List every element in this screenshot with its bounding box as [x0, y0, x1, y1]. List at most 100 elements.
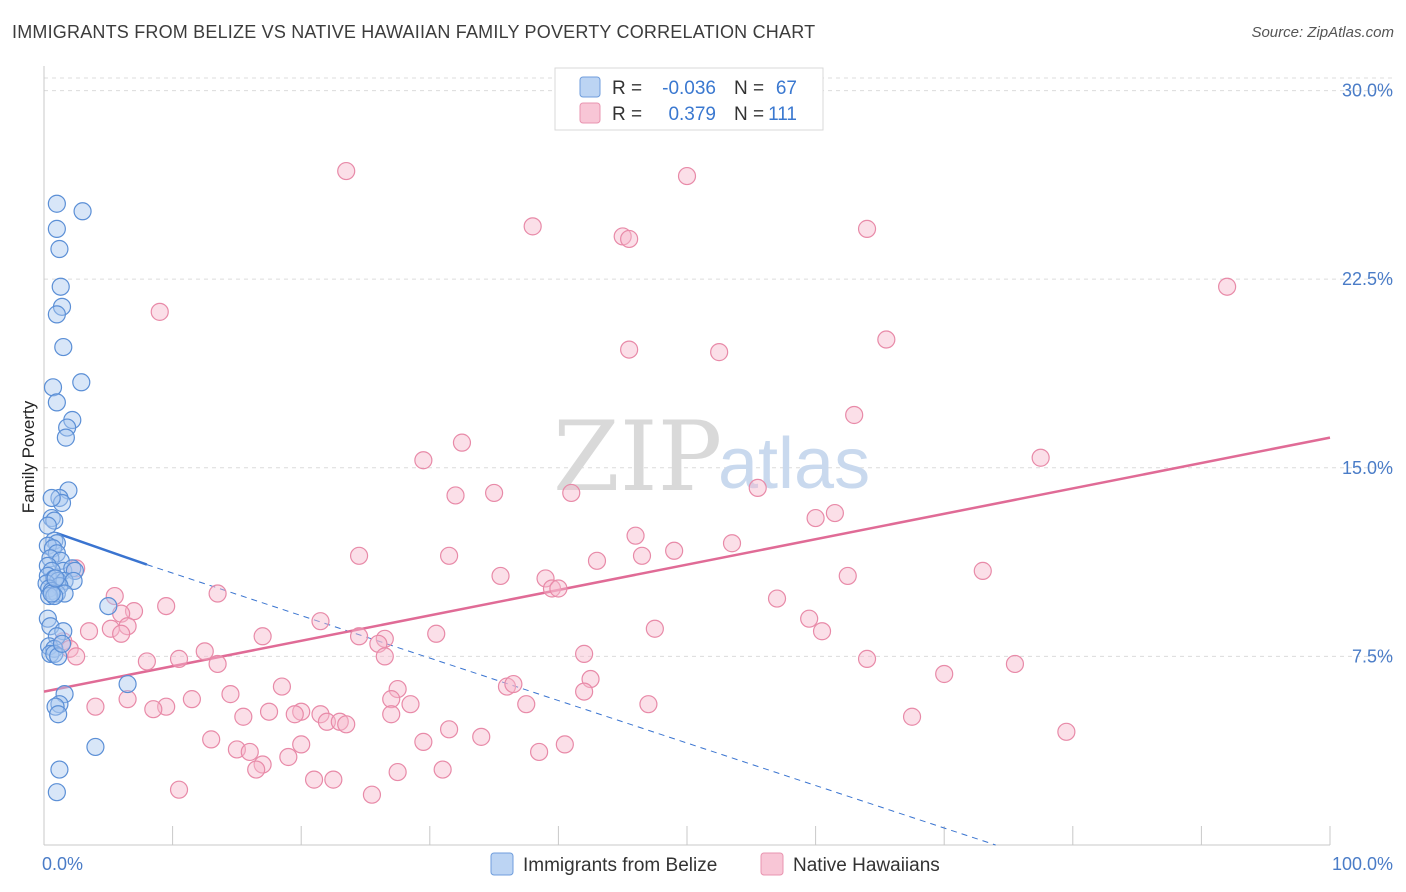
hawaiians-point-106: [388, 762, 407, 782]
hawaiians-point-101: [530, 742, 549, 762]
belize-point-10: [47, 393, 66, 412]
belize-point-66: [46, 569, 65, 588]
x-tick-label-1: 100.0%: [1332, 854, 1393, 874]
hawaiians-point-8: [877, 330, 896, 349]
belize-point-61: [86, 737, 105, 757]
hawaiians-point-46: [112, 624, 131, 643]
hawaiians-point-93: [1057, 722, 1076, 741]
hawaiians-point-81: [144, 700, 163, 719]
hawaiians-point-71: [575, 682, 594, 701]
hawaiians-point-59: [575, 644, 594, 663]
hawaiians-point-27: [587, 551, 607, 570]
belize-point-1: [73, 202, 92, 221]
belize-point-16: [52, 493, 72, 513]
hawaiians-point-95: [202, 730, 221, 749]
legend-r-label-1: R =: [612, 78, 642, 99]
hawaiians-point-36: [105, 586, 124, 606]
hawaiians-point-29: [491, 566, 510, 586]
chart-title: IMMIGRANTS FROM BELIZE VS NATIVE HAWAIIA…: [12, 22, 816, 42]
hawaiians-point-69: [388, 679, 407, 699]
hawaiians-point-104: [247, 760, 266, 779]
belize-point-9: [43, 378, 63, 397]
legend-r-label-2: R =: [612, 104, 642, 125]
trend-line-belize-dashed: [146, 564, 996, 846]
belize-point-46: [99, 596, 118, 616]
hawaiians-point-17: [562, 483, 581, 503]
belize-points: [37, 194, 137, 802]
watermark-zip: ZIP: [553, 401, 722, 513]
hawaiians-point-41: [800, 609, 819, 628]
hawaiians-point-70: [504, 674, 523, 694]
hawaiians-point-107: [304, 770, 324, 789]
hawaiians-point-96: [292, 735, 311, 754]
y-tick-label-2: 22.5%: [1342, 269, 1393, 289]
hawaiians-point-61: [169, 649, 189, 669]
hawaiians-point-110: [362, 785, 382, 804]
hawaiians-point-97: [414, 732, 433, 751]
belize-point-17: [42, 488, 61, 508]
trend-lines: [43, 436, 1331, 846]
hawaiians-point-21: [626, 526, 645, 545]
hawaiians-point-5: [857, 219, 877, 238]
hawaiians-point-34: [549, 579, 568, 598]
native-hawaiians-points: [54, 161, 1237, 804]
hawaiians-point-22: [722, 534, 742, 553]
hawaiians-point-78: [517, 695, 536, 714]
hawaiians-point-82: [259, 702, 279, 721]
hawaiians-point-51: [349, 627, 369, 646]
hawaiians-point-42: [311, 612, 330, 631]
series-legend-swatch-hawaiians: [760, 852, 784, 876]
watermark-atlas: atlas: [718, 424, 870, 504]
hawaiians-point-10: [710, 343, 729, 362]
hawaiians-point-67: [272, 677, 292, 696]
hawaiians-point-73: [118, 690, 137, 709]
legend-n-label-1: N =: [734, 78, 764, 99]
hawaiians-point-105: [433, 760, 452, 779]
hawaiians-point-80: [86, 697, 105, 716]
hawaiians-point-94: [472, 727, 491, 746]
hawaiians-point-24: [349, 546, 369, 565]
hawaiians-point-74: [182, 690, 201, 709]
y-tick-label-0: 7.5%: [1352, 646, 1393, 666]
hawaiians-point-58: [375, 647, 394, 666]
legend-n-value-2: 111: [768, 104, 797, 125]
hawaiians-point-14: [1031, 448, 1050, 467]
series-legend-swatch-belize: [490, 852, 514, 876]
hawaiians-point-63: [208, 654, 227, 674]
hawaiians-point-23: [665, 541, 684, 560]
hawaiians-point-64: [1005, 654, 1025, 674]
hawaiians-point-44: [101, 619, 120, 638]
belize-point-65: [52, 634, 72, 653]
hawaiians-point-76: [401, 695, 420, 714]
belize-point-0: [47, 194, 66, 213]
trend-line-hawaiians: [43, 436, 1331, 693]
belize-point-7: [54, 337, 73, 357]
hawaiians-point-35: [208, 584, 227, 603]
source-label: Source: ZipAtlas.com: [1251, 24, 1394, 41]
hawaiians-point-100: [240, 742, 259, 762]
belize-point-13: [56, 428, 75, 447]
hawaiians-point-75: [382, 690, 401, 709]
hawaiians-point-85: [285, 705, 304, 724]
hawaiians-point-7: [150, 302, 169, 321]
y-tick-label-3: 30.0%: [1342, 81, 1393, 101]
belize-point-15: [50, 488, 69, 508]
hawaiians-point-91: [337, 715, 356, 734]
hawaiians-point-72: [221, 685, 240, 704]
hawaiians-point-15: [485, 483, 504, 503]
hawaiians-point-38: [157, 596, 176, 616]
hawaiians-point-98: [555, 735, 574, 754]
hawaiians-point-86: [311, 705, 330, 724]
legend-n-label-2: N =: [734, 104, 764, 125]
y-axis-label: Family Poverty: [19, 400, 38, 513]
series-legend: Immigrants from Belize Native Hawaiians: [490, 852, 940, 876]
grid-lines: [44, 77, 1392, 657]
trend-line-belize: [56, 531, 148, 566]
series-legend-label-hawaiians: Native Hawaiians: [793, 855, 940, 876]
hawaiians-point-48: [427, 624, 446, 643]
hawaiians-point-13: [414, 451, 433, 470]
hawaiians-point-62: [857, 649, 877, 669]
hawaiians-point-84: [382, 705, 401, 724]
hawaiians-point-108: [324, 770, 343, 789]
